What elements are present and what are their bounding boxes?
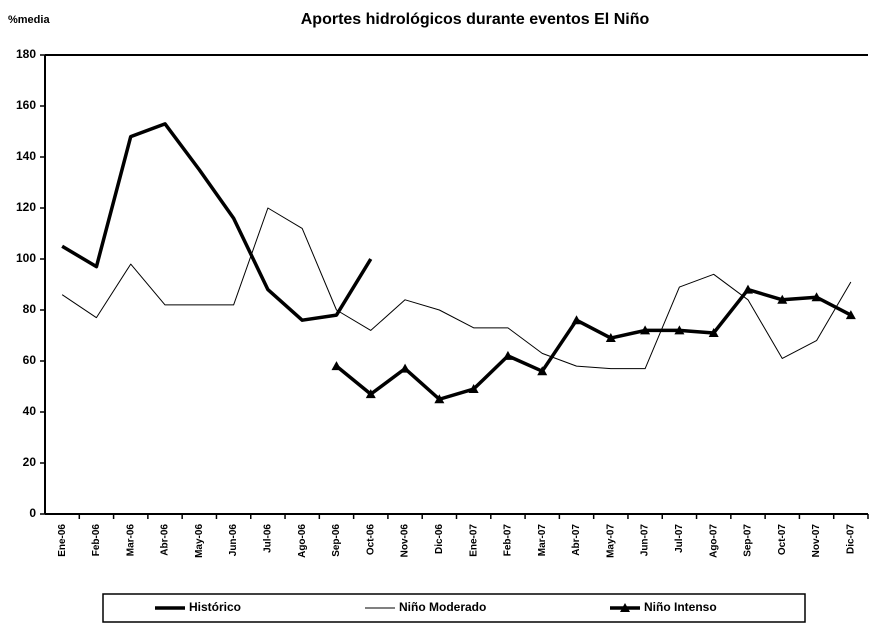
x-tick-label: Jul-07 bbox=[674, 524, 685, 553]
point-marker bbox=[640, 325, 651, 335]
y-tick-label: 20 bbox=[23, 455, 37, 469]
x-tick-label: Dic-06 bbox=[434, 524, 445, 554]
point-marker bbox=[502, 350, 513, 360]
x-tick-label: Nov-06 bbox=[400, 524, 411, 558]
point-marker bbox=[777, 294, 788, 304]
series-line bbox=[335, 287, 852, 401]
x-tick-label: Feb-06 bbox=[91, 524, 102, 557]
x-tick-label: Mar-07 bbox=[537, 524, 548, 557]
point-marker bbox=[605, 333, 616, 343]
x-tick-label: Abr-07 bbox=[571, 524, 582, 556]
point-marker bbox=[365, 389, 376, 399]
x-tick-label: Feb-07 bbox=[503, 524, 514, 557]
point-marker bbox=[537, 366, 548, 376]
x-tick-label: Mar-06 bbox=[125, 524, 136, 557]
point-marker bbox=[708, 327, 719, 337]
legend-label: Niño Moderado bbox=[399, 600, 486, 614]
y-tick-label: 120 bbox=[16, 200, 36, 214]
x-tick-label: May-07 bbox=[605, 524, 616, 558]
point-marker bbox=[742, 284, 753, 294]
x-tick-label: Jun-06 bbox=[228, 524, 239, 557]
series-line bbox=[61, 207, 852, 370]
y-tick-label: 140 bbox=[16, 149, 36, 163]
point-marker bbox=[811, 292, 822, 302]
legend-label: Histórico bbox=[189, 600, 241, 614]
legend-box bbox=[102, 593, 806, 623]
y-tick-label: 160 bbox=[16, 98, 36, 112]
x-tick-label: Ene-06 bbox=[57, 524, 68, 557]
x-tick-label: Nov-07 bbox=[811, 524, 822, 558]
series-line bbox=[61, 122, 373, 322]
x-tick-label: Sep-07 bbox=[743, 524, 754, 557]
x-tick-label: Oct-07 bbox=[777, 524, 788, 556]
x-tick-label: Jun-07 bbox=[640, 524, 651, 557]
x-tick-label: Oct-06 bbox=[365, 524, 376, 556]
point-marker bbox=[845, 310, 856, 320]
x-tick-label: Ago-06 bbox=[297, 524, 308, 558]
y-tick-label: 80 bbox=[23, 302, 37, 316]
chart-title: Aportes hidrológicos durante eventos El … bbox=[301, 11, 650, 28]
point-marker bbox=[400, 363, 411, 373]
y-tick-label: 40 bbox=[23, 404, 37, 418]
x-tick-label: Jul-06 bbox=[263, 524, 274, 553]
y-tick-label: 180 bbox=[16, 47, 36, 61]
point-marker bbox=[571, 315, 582, 325]
x-tick-label: Ago-07 bbox=[708, 524, 719, 558]
x-tick-label: Dic-07 bbox=[845, 524, 856, 554]
point-marker bbox=[434, 394, 445, 404]
x-tick-label: May-06 bbox=[194, 524, 205, 558]
y-tick-label: 0 bbox=[29, 506, 36, 520]
point-marker bbox=[674, 325, 685, 335]
point-marker bbox=[331, 361, 342, 371]
y-tick-label: 60 bbox=[23, 353, 37, 367]
y-tick-label: 100 bbox=[16, 251, 36, 265]
point-marker bbox=[468, 384, 479, 394]
x-tick-label: Ene-07 bbox=[468, 524, 479, 557]
y-axis-label: %media bbox=[8, 14, 50, 26]
x-tick-label: Sep-06 bbox=[331, 524, 342, 557]
legend-label: Niño Intenso bbox=[644, 600, 717, 614]
legend-marker bbox=[620, 603, 630, 612]
x-tick-label: Abr-06 bbox=[160, 524, 171, 556]
